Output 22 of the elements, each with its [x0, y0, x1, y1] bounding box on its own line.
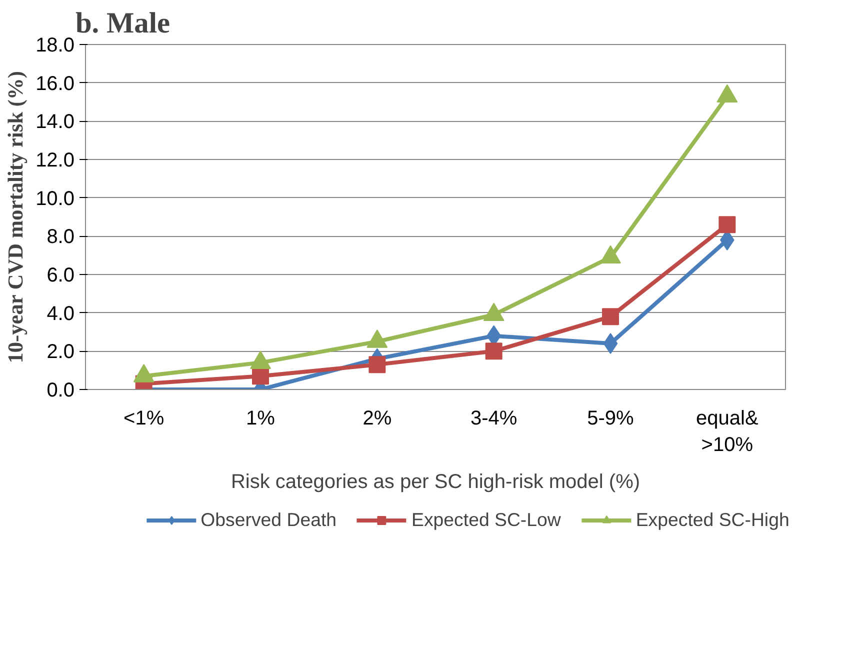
- y-tick-label: 12.0: [36, 150, 75, 172]
- x-tick-label: 5-9%: [587, 408, 634, 430]
- x-tick-label: 1%: [246, 408, 276, 430]
- y-tick-label: 2.0: [46, 341, 75, 364]
- x-tick-label: <1%: [124, 408, 164, 430]
- x-tick-label: 2%: [362, 408, 392, 430]
- x-tick-label: 3-4%: [470, 408, 518, 430]
- y-tick-label: 10.0: [36, 188, 75, 210]
- x-axis-title: Risk categories as per SC high-risk model (%): [230, 470, 640, 493]
- legend-label: Expected SC-Low: [412, 509, 561, 531]
- y-tick-label: 0.0: [46, 380, 75, 402]
- chart-title: b. Male: [76, 8, 170, 40]
- legend-label: Observed Death: [200, 509, 337, 531]
- y-tick-label: 4.0: [46, 302, 75, 325]
- legend-label: Expected SC-High: [636, 509, 790, 531]
- y-tick-label: 14.0: [36, 111, 75, 134]
- y-tick-label: 16.0: [36, 72, 75, 95]
- y-tick-label: 6.0: [46, 264, 75, 286]
- y-tick-label: 8.0: [46, 226, 75, 248]
- x-tick-label: equal& >10%: [696, 408, 759, 456]
- y-axis-title: 10-year CVD mortality risk (%): [4, 71, 28, 364]
- y-tick-label: 18.0: [36, 34, 75, 56]
